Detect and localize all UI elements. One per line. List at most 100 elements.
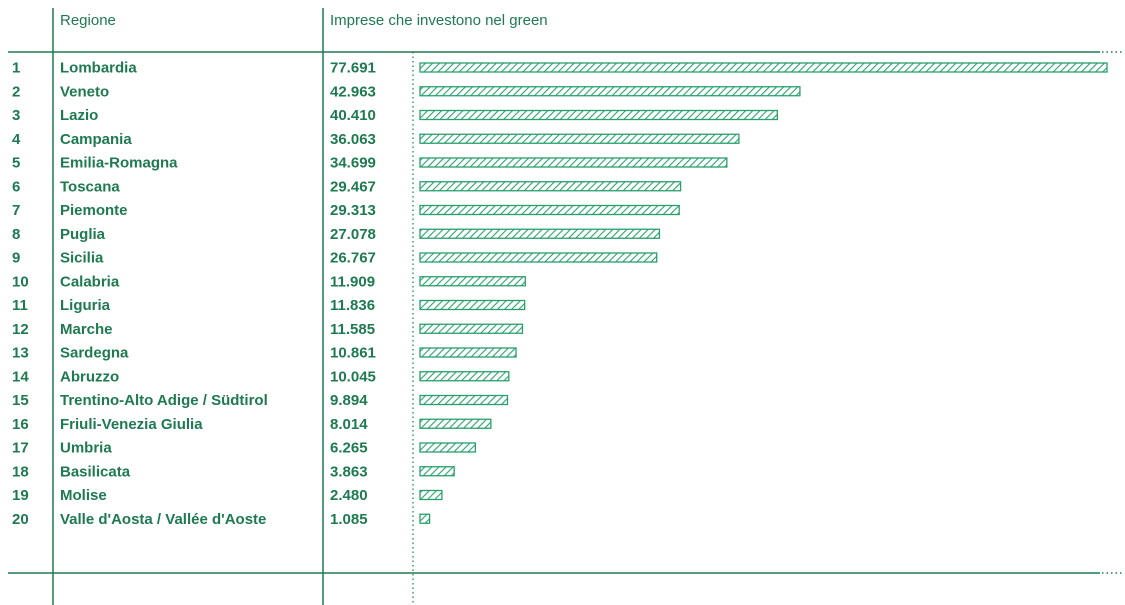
region-label: Puglia (60, 226, 106, 243)
region-label: Umbria (60, 440, 112, 457)
region-label: Sicilia (60, 250, 104, 267)
rank-label: 13 (12, 345, 29, 362)
value-label: 11.836 (330, 297, 375, 314)
region-label: Sardegna (60, 345, 129, 362)
bar (419, 394, 509, 406)
table-row: 9 Sicilia 26.767 (12, 250, 658, 267)
region-label: Valle d'Aosta / Vallée d'Aoste (60, 511, 266, 528)
value-label: 27.078 (330, 226, 376, 243)
table-row: 12 Marche 11.585 (12, 321, 524, 338)
table-row: 6 Toscana 29.467 (12, 178, 682, 195)
rank-label: 18 (12, 463, 29, 480)
table-row: 3 Lazio 40.410 (12, 107, 778, 124)
bar (419, 109, 778, 121)
region-label: Lazio (60, 107, 98, 124)
table-row: 7 Piemonte 29.313 (12, 202, 680, 219)
rank-label: 17 (12, 440, 29, 457)
bar (419, 299, 526, 311)
bar (419, 466, 455, 477)
value-label: 3.863 (330, 463, 368, 480)
chart-rows: 1 Lombardia 77.691 2 Veneto 42.963 3 Lazio 40.41… (12, 60, 1108, 528)
rank-label: 5 (12, 155, 20, 172)
rank-label: 2 (12, 83, 20, 100)
rank-label: 11 (12, 297, 28, 314)
value-label: 29.313 (330, 202, 376, 219)
value-label: 8.014 (330, 416, 368, 433)
rank-label: 12 (12, 321, 29, 338)
region-label: Toscana (60, 178, 120, 195)
value-label: 40.410 (330, 107, 376, 124)
bar (419, 276, 526, 287)
rank-label: 15 (12, 392, 29, 409)
region-label: Piemonte (60, 202, 128, 219)
table-row: 20 Valle d'Aosta / Vallée d'Aoste 1.085 (12, 511, 431, 528)
bar (419, 323, 524, 334)
value-label: 10.861 (330, 345, 376, 362)
table-row: 13 Sardegna 10.861 (12, 345, 517, 362)
table-row: 2 Veneto 42.963 (12, 83, 801, 100)
value-label: 10.045 (330, 368, 376, 385)
bar (419, 62, 1108, 73)
bar (419, 133, 740, 144)
rank-label: 19 (12, 487, 29, 504)
value-label: 11.585 (330, 321, 375, 338)
value-label: 36.063 (330, 131, 376, 148)
value-label: 77.691 (330, 60, 376, 77)
rank-label: 4 (12, 131, 21, 148)
value-label: 42.963 (330, 83, 376, 100)
table-row: 17 Umbria 6.265 (12, 440, 477, 457)
rank-label: 8 (12, 226, 20, 243)
bar (419, 347, 517, 358)
table-row: 15 Trentino-Alto Adige / Südtirol 9.894 (12, 392, 509, 409)
rank-label: 10 (12, 273, 29, 290)
bar (419, 513, 431, 524)
table-row: 18 Basilicata 3.863 (12, 463, 455, 480)
region-column-header: Regione (60, 12, 116, 29)
region-label: Veneto (60, 83, 109, 100)
region-label: Friuli-Venezia Giulia (60, 416, 203, 433)
table-row: 5 Emilia-Romagna 34.699 (12, 155, 728, 172)
rank-label: 14 (12, 368, 29, 385)
region-label: Liguria (60, 297, 111, 314)
value-label: 1.085 (330, 511, 368, 528)
region-label: Campania (60, 131, 132, 148)
table-row: 8 Puglia 27.078 (12, 226, 661, 243)
table-row: 19 Molise 2.480 (12, 487, 443, 504)
rank-label: 7 (12, 202, 20, 219)
rank-label: 16 (12, 416, 29, 433)
bar (419, 204, 680, 216)
bar (419, 442, 477, 453)
value-label: 9.894 (330, 392, 368, 409)
region-label: Basilicata (60, 463, 131, 480)
bar (419, 418, 492, 429)
bar (419, 371, 510, 382)
value-label: 34.699 (330, 155, 376, 172)
table-row: 14 Abruzzo 10.045 (12, 368, 510, 385)
bar (419, 489, 443, 501)
value-label: 2.480 (330, 487, 368, 504)
table-row: 1 Lombardia 77.691 (12, 60, 1108, 77)
value-label: 11.909 (330, 273, 375, 290)
region-label: Abruzzo (60, 368, 119, 385)
table-row: 16 Friuli-Venezia Giulia 8.014 (12, 416, 492, 433)
region-label: Calabria (60, 273, 120, 290)
region-label: Marche (60, 321, 113, 338)
value-label: 29.467 (330, 178, 376, 195)
table-row: 4 Campania 36.063 (12, 131, 740, 148)
rank-label: 6 (12, 178, 20, 195)
rank-label: 1 (12, 60, 20, 77)
region-label: Lombardia (60, 60, 137, 77)
region-label: Emilia-Romagna (60, 155, 178, 172)
region-label: Trentino-Alto Adige / Südtirol (60, 392, 268, 409)
value-label: 26.767 (330, 250, 376, 267)
table-row: 11 Liguria 11.836 (12, 297, 526, 314)
rank-label: 20 (12, 511, 29, 528)
bar (419, 228, 661, 239)
region-label: Molise (60, 487, 107, 504)
value-column-header: Imprese che investono nel green (330, 12, 548, 29)
rank-label: 9 (12, 250, 20, 267)
bar (419, 181, 682, 192)
table-row: 10 Calabria 11.909 (12, 273, 526, 290)
bar (419, 252, 658, 263)
